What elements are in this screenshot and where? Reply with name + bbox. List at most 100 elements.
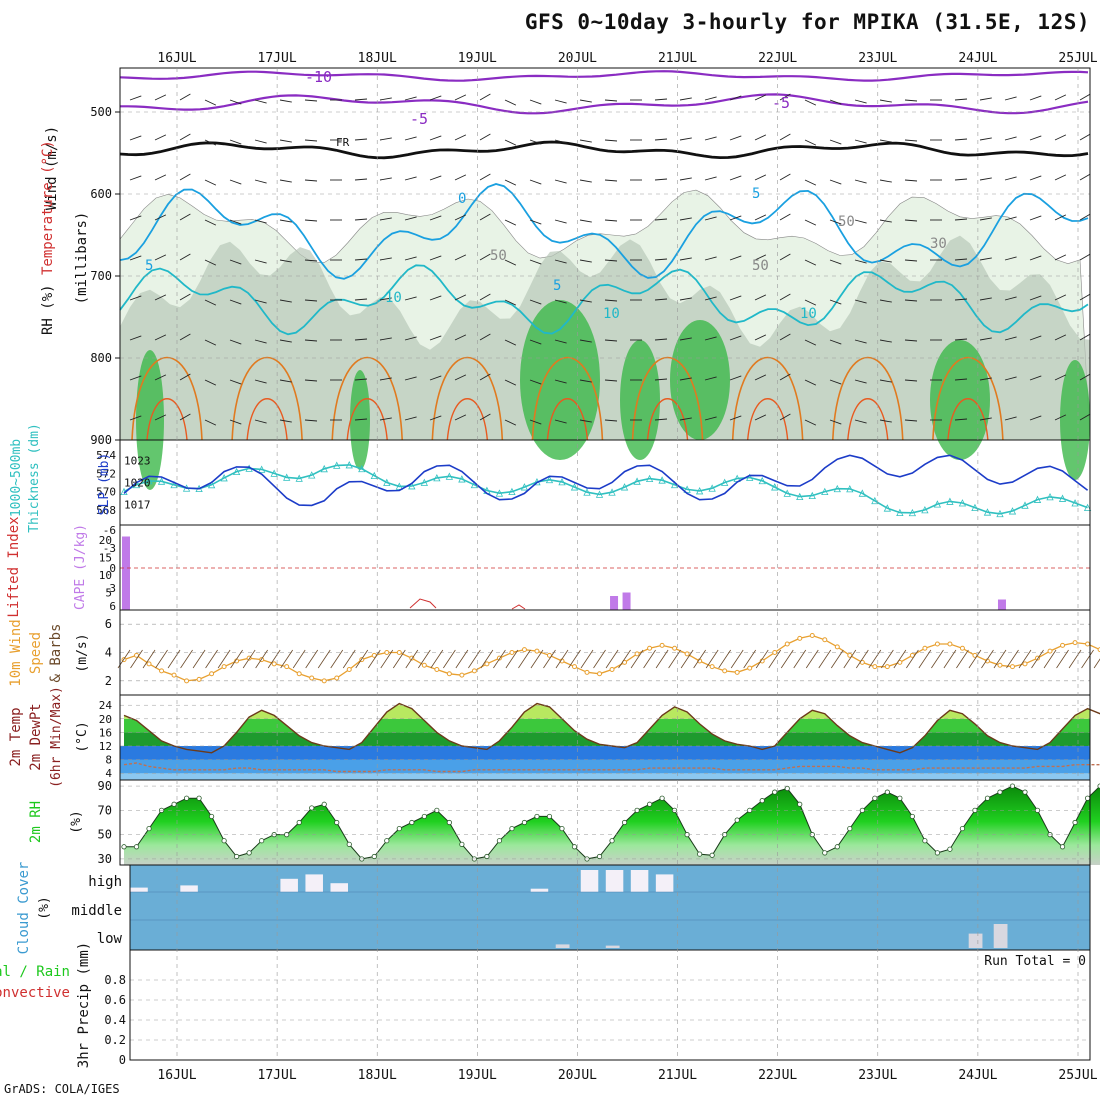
- wind-barb: [1029, 215, 1042, 221]
- temp-band-warm: [124, 732, 1090, 746]
- thickness-marker: [896, 508, 904, 517]
- temp-contour-warm: [331, 356, 404, 441]
- date-label-bottom: 19JUL: [458, 1068, 497, 1083]
- wind-barb: [604, 179, 618, 182]
- wind-barb: [1029, 135, 1042, 141]
- wind-barb: [518, 649, 531, 669]
- wind-speed-marker: [209, 671, 215, 677]
- wind-barb: [429, 215, 442, 221]
- panel-frame: [119, 524, 1091, 611]
- thickness-marker: [1071, 499, 1079, 507]
- cloud-bar-high: [280, 878, 298, 892]
- temp-contour-warm: [531, 356, 604, 441]
- rh-marker: [934, 850, 941, 856]
- wind-barb: [729, 135, 742, 141]
- thickness-line: [123, 464, 1088, 515]
- wind-speed-marker: [196, 676, 202, 682]
- wind-barb: [604, 299, 618, 302]
- wind-speed-marker: [784, 641, 790, 647]
- wind-barb: [529, 139, 542, 145]
- wind-speed-marker: [1060, 642, 1066, 648]
- y-tick-label: 4: [105, 646, 112, 660]
- rh-marker: [1072, 819, 1078, 826]
- contour-label: 50: [752, 258, 769, 274]
- wind-barb: [968, 649, 982, 669]
- wind-barb: [130, 649, 143, 669]
- temp-band-cooler: [120, 773, 1090, 780]
- wind-barb: [1054, 214, 1067, 221]
- rh-marker: [484, 853, 490, 860]
- cloud-level-label-high: high: [88, 874, 122, 890]
- wind-barb: [479, 133, 491, 141]
- date-label-bottom: 20JUL: [558, 1068, 597, 1083]
- thickness-marker: [1083, 503, 1092, 512]
- y-axis-label-slp: SLP (mb): [97, 453, 112, 516]
- wind-barb: [693, 649, 706, 669]
- wind-barb: [904, 419, 918, 422]
- thickness-marker: [408, 482, 416, 490]
- y-tick-label-thickness: 574: [96, 449, 116, 462]
- thickness-marker: [1033, 495, 1042, 503]
- cloud-bar-low: [968, 933, 983, 948]
- wind-speed-marker: [284, 664, 290, 670]
- wind-barb: [379, 377, 392, 381]
- wind-barb: [1054, 374, 1067, 381]
- wind-barb: [404, 296, 417, 301]
- y-axis-label-barbs: & Barbs: [48, 623, 64, 682]
- wind-barb: [843, 649, 857, 669]
- wind-barb: [754, 374, 767, 381]
- rh-marker: [496, 838, 503, 844]
- wind-barb: [493, 649, 506, 669]
- wind-barb: [704, 136, 717, 141]
- wind-barb: [154, 254, 167, 261]
- y-tick-label: 0.8: [104, 973, 126, 987]
- wind-barb: [404, 416, 417, 421]
- wind-barb: [1029, 335, 1042, 341]
- wind-barb: [504, 259, 517, 266]
- rh-marker: [872, 795, 878, 801]
- wind-barb: [129, 215, 142, 221]
- precip-legend-total-rain: Total / Rain: [0, 964, 70, 980]
- wind-barb: [956, 649, 969, 669]
- rh-marker: [121, 844, 127, 850]
- wind-barb: [1004, 336, 1017, 341]
- thickness-marker: [558, 478, 566, 486]
- precip-legend-convective: Convective: [0, 985, 70, 1001]
- wind-barb: [954, 378, 968, 381]
- thickness-marker: [1021, 501, 1029, 509]
- wind-speed-marker: [1072, 640, 1078, 646]
- y-axis-label-units: (%): [37, 896, 52, 919]
- rh-marker: [321, 801, 327, 807]
- wind-barb: [429, 175, 442, 181]
- wind-barb: [154, 94, 167, 101]
- rh-marker: [834, 844, 840, 850]
- wind-barb: [543, 649, 556, 669]
- contour-label: 10: [603, 306, 620, 322]
- wind-barb: [943, 649, 957, 669]
- wind-barb: [129, 415, 142, 421]
- thickness-marker: [746, 473, 754, 481]
- y-tick-label-cape: 10: [99, 569, 112, 582]
- wind-barb: [267, 649, 281, 669]
- thickness-marker: [933, 500, 942, 508]
- thickness-marker: [308, 471, 316, 479]
- contour-label: 30: [930, 236, 947, 252]
- wind-barb: [279, 99, 292, 103]
- temp-contour-10: [119, 264, 1089, 336]
- thickness-marker: [433, 474, 441, 482]
- wind-barb: [743, 649, 757, 669]
- wind-barb: [429, 255, 442, 261]
- wind-barb: [254, 179, 267, 184]
- wind-barb: [554, 219, 567, 224]
- y-axis-label-thickness-range: 1000~500mb: [9, 439, 24, 517]
- date-label-bottom: 24JUL: [958, 1068, 997, 1083]
- wind-barb: [1006, 649, 1019, 669]
- wind-barb: [1079, 253, 1091, 261]
- y-axis-label-units: (%): [69, 810, 84, 833]
- wind-barb: [729, 295, 742, 301]
- wind-barb: [705, 649, 719, 669]
- wind-barb: [354, 418, 368, 421]
- wind-barb: [1029, 95, 1042, 101]
- wind-barb: [768, 649, 782, 669]
